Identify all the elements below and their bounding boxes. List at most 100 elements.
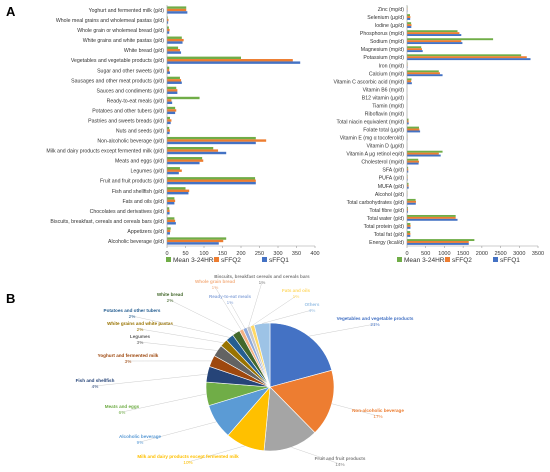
bar [407,126,419,129]
legend-swatch [166,257,171,262]
x-tick-label: 3000 [513,251,525,257]
bar [407,208,409,211]
bar [167,126,170,130]
bar [407,56,527,59]
bar [167,141,256,145]
category-label: Sauces and condiments (g/d) [97,88,165,94]
category-label: Vitamin B6 (mg/d) [363,87,405,93]
slice-percent: 3% [137,340,144,345]
x-tick-label: 300 [273,251,282,257]
bar [167,56,241,60]
x-tick-label: 250 [255,251,264,257]
bar [167,199,176,203]
leader-line [331,403,379,417]
category-label: Calcium (mg/d) [369,71,404,77]
bar [167,36,182,39]
bar [167,197,175,200]
bar [407,232,411,235]
bar [407,226,411,229]
bar [167,61,301,64]
bar [167,59,293,62]
bar [167,109,177,112]
bar [167,171,179,175]
bar [407,38,494,41]
slice-percent: 17% [373,414,382,419]
bar [167,86,177,90]
bar [167,169,182,172]
bar [167,229,171,233]
bar [167,69,170,72]
bar [167,6,187,9]
category-label: Vitamin A µg retinol eq/d) [346,152,404,158]
bar [167,18,169,22]
slice-percent: 1% [259,280,266,285]
x-tick-label: 200 [236,251,245,257]
slice-percent: 14% [335,462,344,467]
bar [407,50,423,53]
category-label: Whole meal grains and wholemeal pastas (… [56,18,164,24]
category-label: Total fibre (g/d) [369,208,404,214]
bar [167,96,200,100]
x-tick-label: 0 [165,251,168,257]
bar [167,16,168,19]
bar [167,111,176,115]
category-label: Whole grain or wholemeal bread (g/d) [77,28,164,34]
pie-slice [269,369,335,434]
category-label: Alcoholic beverage (g/d) [108,239,164,245]
bar [407,54,522,57]
category-label: Sugar and other sweets (g/d) [97,68,164,74]
legend-label: Mean 3-24HRs [404,257,448,264]
bar [407,218,458,221]
category-label: Vitamin D (µg/d) [367,144,405,150]
bar [407,178,408,181]
bar [167,181,256,185]
bar [407,16,411,19]
bar [407,198,416,201]
slice-percent: 3% [125,359,132,364]
category-label: Selenium (µg/d) [367,15,404,21]
category-label: Iodine (µg/d) [375,23,405,29]
bar [407,118,409,121]
bar [407,170,409,173]
bar [167,38,184,42]
slice-label: Milk and dairy products except fermented… [137,454,239,459]
x-tick-label: 400 [310,251,319,257]
slice-label: Biscuits, breakfast cereals and cereals … [214,274,310,279]
bar [167,149,219,152]
x-tick-label: 100 [199,251,208,257]
leader-line [308,323,376,337]
legend-swatch [445,257,450,262]
bar [167,81,182,84]
bar [167,99,172,102]
category-label: Nuts and seeds (g/d) [116,129,164,135]
bar [407,128,420,131]
bar [167,131,170,135]
bar [167,151,227,155]
bar [167,26,169,29]
bar [167,242,219,245]
category-label: Milk and dairy products except fermented… [46,149,164,155]
slice-label: Ready-to-eat meals [209,294,252,299]
bar [407,42,463,45]
bar [167,217,175,220]
chart-nutrients: Zinc (mg/d) Selenium (µg/d) Iodine (µg/d) P… [333,5,544,264]
bar [167,159,204,162]
category-label: Phosphorus (mg/d) [360,31,404,37]
bar [167,157,203,160]
bar [407,216,456,219]
bar [407,206,408,209]
category-label: Vitamin E (mg α tocoferol/d) [340,136,405,142]
x-tick-label: 2000 [476,251,488,257]
bar [167,31,170,34]
bar [167,129,170,132]
legend-swatch [262,257,267,262]
category-label: Potatoes and other tubers (g/d) [92,108,164,114]
category-label: MUFA (g/d) [378,184,405,190]
bar [407,223,411,225]
category-label: Tiamin (mg/d) [372,103,404,109]
bar [407,30,458,33]
slice-label: Yoghurt and fermented milk [98,353,159,358]
bar [407,202,416,205]
